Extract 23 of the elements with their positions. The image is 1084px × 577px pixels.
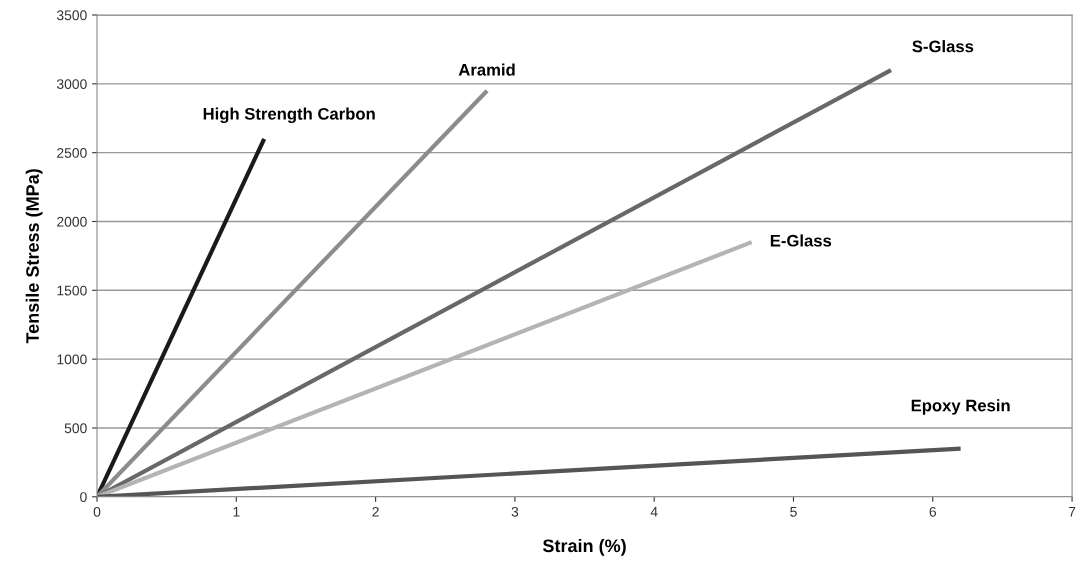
y-tick-label: 1000 <box>57 354 87 365</box>
x-tick-label: 3 <box>511 506 519 517</box>
y-tick-label: 3000 <box>56 79 87 89</box>
y-tick-label: 2000 <box>57 216 87 227</box>
x-tick-label: 0 <box>93 506 101 517</box>
series-label: S-Glass <box>912 40 974 53</box>
y-tick-label: 0 <box>80 492 87 502</box>
x-tick-label: 1 <box>233 507 240 517</box>
y-tick-label: 1500 <box>57 285 87 296</box>
x-tick-label: 2 <box>372 506 379 517</box>
text: Epoxy Resin <box>911 399 1010 415</box>
x-tick-label: 6 <box>929 506 937 517</box>
y-tick-label: 3500 <box>56 10 87 21</box>
x-tick-label: 5 <box>790 507 797 517</box>
x-tick-label: 7 <box>1068 507 1076 517</box>
x-tick-label: 4 <box>650 507 658 517</box>
series-label: Aramid <box>458 63 515 76</box>
y-axis-title: Tensile Stress (MPa) <box>25 169 43 344</box>
y-tick-label: 500 <box>64 423 87 434</box>
x-axis-title: Strain (%) <box>542 538 626 556</box>
text: High Strength Carbon <box>203 107 375 124</box>
series-label: E-Glass <box>770 234 832 247</box>
y-tick-label: 2500 <box>57 147 87 158</box>
